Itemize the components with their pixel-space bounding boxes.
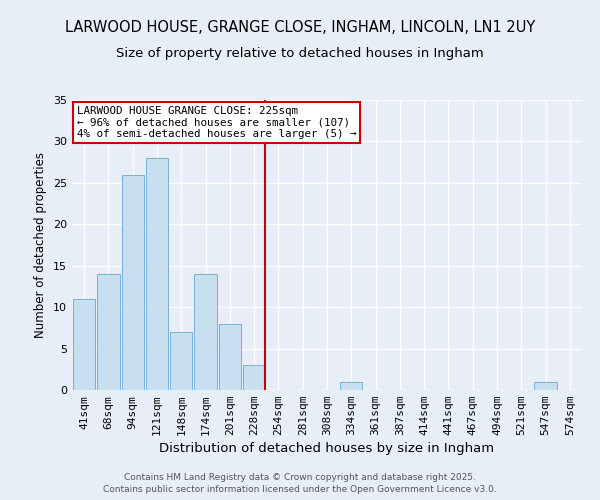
Bar [194, 274, 217, 390]
Y-axis label: Number of detached properties: Number of detached properties [34, 152, 47, 338]
Text: LARWOOD HOUSE, GRANGE CLOSE, INGHAM, LINCOLN, LN1 2UY: LARWOOD HOUSE, GRANGE CLOSE, INGHAM, LIN… [65, 20, 535, 35]
Bar [122, 174, 144, 390]
Text: LARWOOD HOUSE GRANGE CLOSE: 225sqm
← 96% of detached houses are smaller (107)
4%: LARWOOD HOUSE GRANGE CLOSE: 225sqm ← 96%… [77, 106, 356, 139]
Bar [170, 332, 193, 390]
Bar [97, 274, 119, 390]
X-axis label: Distribution of detached houses by size in Ingham: Distribution of detached houses by size … [160, 442, 494, 456]
Bar [218, 324, 241, 390]
Bar [340, 382, 362, 390]
Bar [73, 299, 95, 390]
Text: Contains public sector information licensed under the Open Government Licence v3: Contains public sector information licen… [103, 485, 497, 494]
Bar [535, 382, 557, 390]
Bar [146, 158, 168, 390]
Text: Size of property relative to detached houses in Ingham: Size of property relative to detached ho… [116, 48, 484, 60]
Bar [243, 365, 265, 390]
Text: Contains HM Land Registry data © Crown copyright and database right 2025.: Contains HM Land Registry data © Crown c… [124, 472, 476, 482]
